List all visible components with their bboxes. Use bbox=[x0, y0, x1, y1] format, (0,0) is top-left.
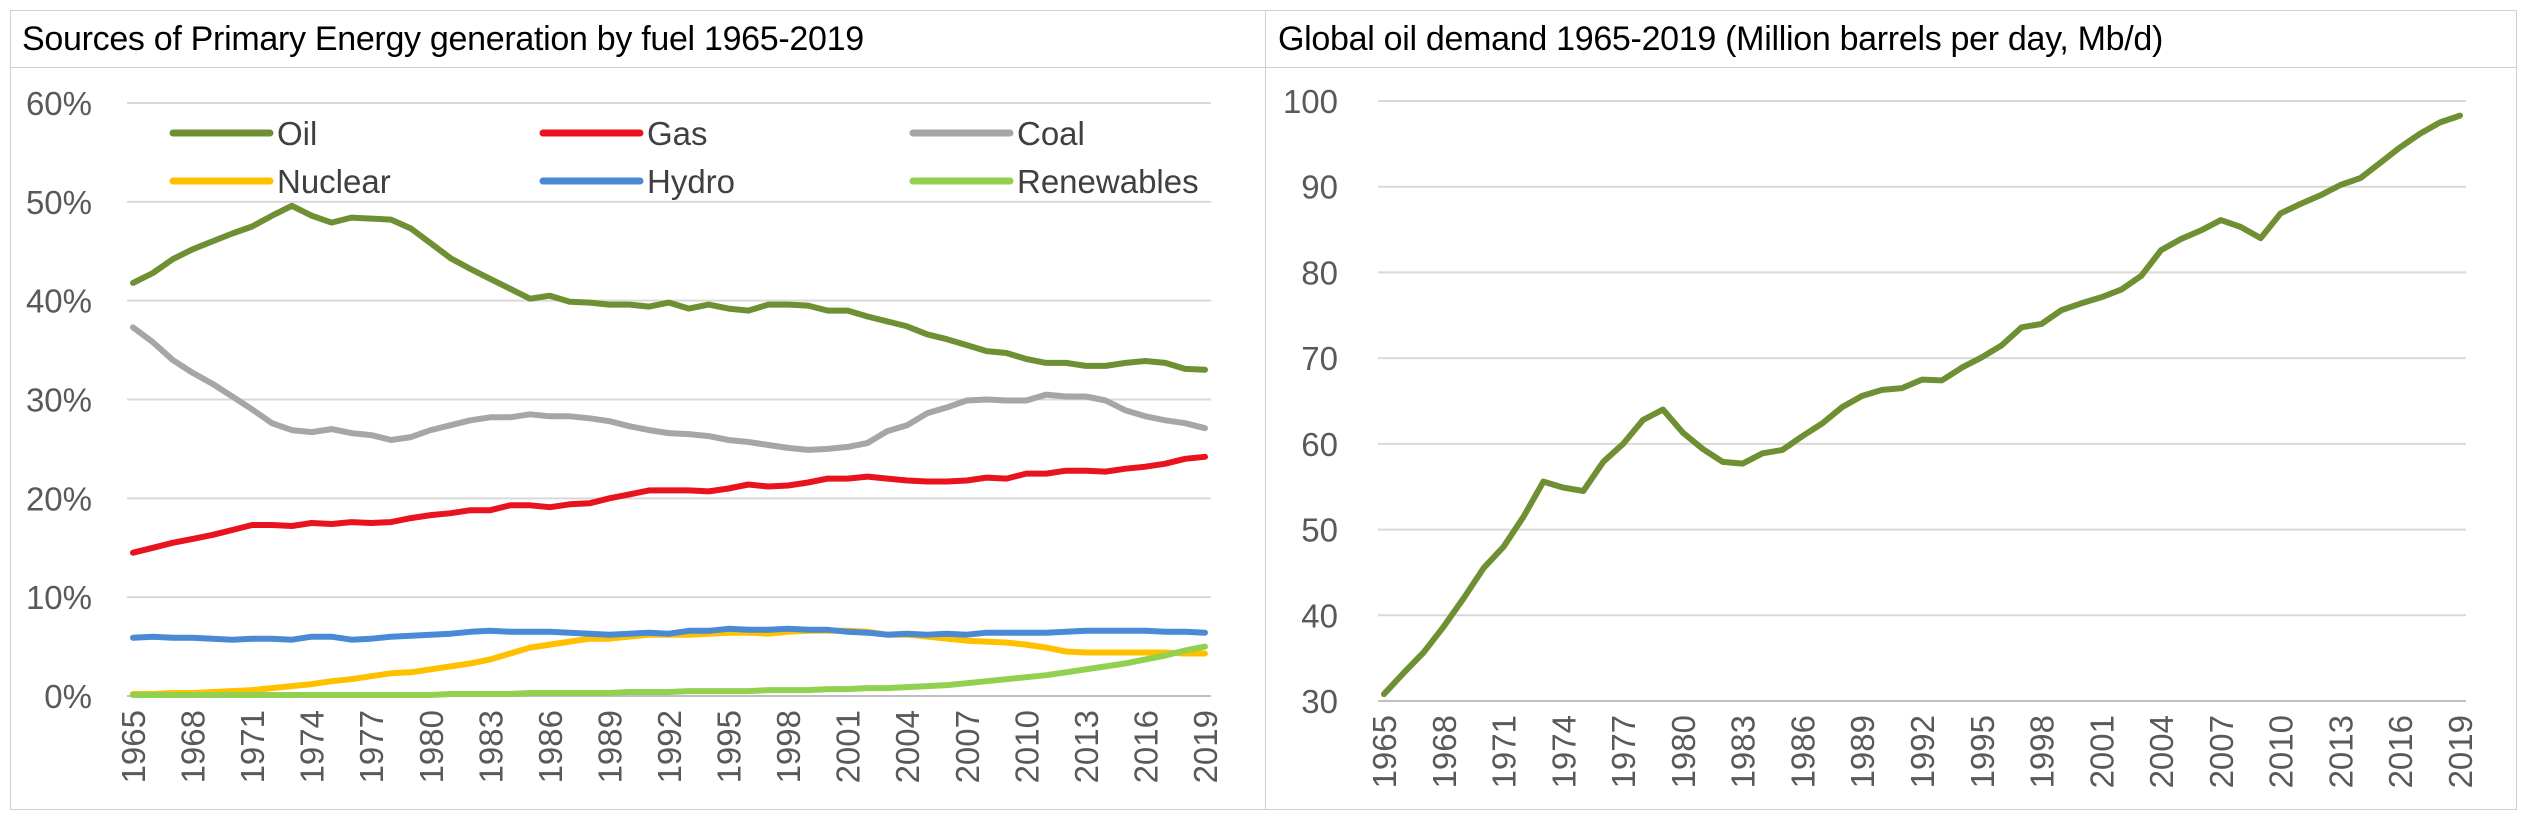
energy-series-coal-line bbox=[130, 324, 1208, 453]
energy-x-tick-label: 1992 bbox=[651, 710, 688, 783]
energy-x-tick-label: 2019 bbox=[1187, 710, 1224, 783]
energy-x-tick-label: 2010 bbox=[1008, 710, 1045, 783]
energy-y-tick-label: 20% bbox=[26, 480, 92, 517]
energy-x-tick-label: 1998 bbox=[770, 710, 807, 783]
oil-demand-y-tick-label: 80 bbox=[1301, 254, 1338, 291]
energy-series-renewables-line bbox=[130, 643, 1208, 698]
right-chart-title: Global oil demand 1965-2019 (Million bar… bbox=[1278, 20, 2164, 58]
legend-label-gas: Gas bbox=[647, 115, 708, 152]
energy-x-tick-label: 1965 bbox=[115, 710, 152, 783]
energy-y-tick-label: 10% bbox=[26, 579, 92, 616]
oil-demand-x-tick-label: 1980 bbox=[1665, 715, 1702, 788]
oil-demand-x-tick-label: 1998 bbox=[2024, 715, 2061, 788]
oil-demand-x-tick-label: 2010 bbox=[2263, 715, 2300, 788]
oil-demand-y-tick-label: 90 bbox=[1301, 169, 1338, 206]
oil-demand-x-tick-label: 1992 bbox=[1904, 715, 1941, 788]
oil-demand-y-tick-label: 30 bbox=[1301, 683, 1338, 720]
oil-demand-x-tick-label: 2013 bbox=[2322, 715, 2359, 788]
oil-demand-x-tick-label: 1968 bbox=[1426, 715, 1463, 788]
energy-x-tick-label: 1989 bbox=[591, 710, 628, 783]
oil-demand-y-tick-label: 100 bbox=[1283, 83, 1338, 120]
oil-demand-x-tick-label: 2004 bbox=[2143, 715, 2180, 788]
oil-demand-x-tick-label: 1977 bbox=[1605, 715, 1642, 788]
energy-x-tick-label: 1983 bbox=[472, 710, 509, 783]
energy-x-tick-label: 2004 bbox=[889, 710, 926, 783]
energy-x-tick-label: 1995 bbox=[711, 710, 748, 783]
oil-demand-series-oil-demand-line bbox=[1381, 112, 2463, 698]
energy-x-tick-label: 2007 bbox=[949, 710, 986, 783]
legend-label-hydro: Hydro bbox=[647, 163, 735, 200]
energy-x-tick-label: 2013 bbox=[1068, 710, 1105, 783]
energy-x-tick-label: 1974 bbox=[294, 710, 331, 783]
oil-demand-x-tick-label: 2001 bbox=[2083, 715, 2120, 788]
panel-divider bbox=[1265, 10, 1266, 810]
energy-y-tick-label: 30% bbox=[26, 382, 92, 419]
energy-x-tick-label: 1986 bbox=[532, 710, 569, 783]
oil-demand-x-tick-label: 1983 bbox=[1725, 715, 1762, 788]
energy-x-tick-label: 2016 bbox=[1127, 710, 1164, 783]
oil-demand-y-tick-label: 50 bbox=[1301, 512, 1338, 549]
energy-series-oil-line bbox=[130, 202, 1208, 373]
oil-demand-x-tick-label: 1974 bbox=[1545, 715, 1582, 788]
oil-demand-x-tick-label: 1995 bbox=[1964, 715, 2001, 788]
energy-series-gas-line bbox=[130, 453, 1208, 556]
energy-y-tick-label: 0% bbox=[44, 678, 92, 715]
chart-frame bbox=[10, 10, 2517, 810]
oil-demand-x-tick-label: 2019 bbox=[2442, 715, 2479, 788]
legend-label-coal: Coal bbox=[1017, 115, 1085, 152]
energy-y-tick-label: 40% bbox=[26, 283, 92, 320]
legend-label-nuclear: Nuclear bbox=[277, 163, 391, 200]
energy-y-tick-label: 60% bbox=[26, 85, 92, 122]
oil-demand-y-tick-label: 60 bbox=[1301, 426, 1338, 463]
legend-label-oil: Oil bbox=[277, 115, 317, 152]
left-chart-title: Sources of Primary Energy generation by … bbox=[22, 20, 864, 58]
oil-demand-x-tick-label: 2007 bbox=[2203, 715, 2240, 788]
oil-demand-x-tick-label: 2016 bbox=[2382, 715, 2419, 788]
oil-demand-x-tick-label: 1971 bbox=[1486, 715, 1523, 788]
oil-demand-x-tick-label: 1989 bbox=[1844, 715, 1881, 788]
energy-x-tick-label: 1971 bbox=[234, 710, 271, 783]
oil-demand-x-tick-label: 1986 bbox=[1784, 715, 1821, 788]
oil-demand-y-tick-label: 40 bbox=[1301, 597, 1338, 634]
oil-demand-y-tick-label: 70 bbox=[1301, 340, 1338, 377]
title-divider bbox=[10, 67, 2517, 68]
energy-x-tick-label: 1968 bbox=[175, 710, 212, 783]
energy-y-tick-label: 50% bbox=[26, 184, 92, 221]
energy-x-tick-label: 1980 bbox=[413, 710, 450, 783]
energy-x-tick-label: 1977 bbox=[353, 710, 390, 783]
energy-x-tick-label: 2001 bbox=[830, 710, 867, 783]
oil-demand-x-tick-label: 1965 bbox=[1366, 715, 1403, 788]
legend-label-renewables: Renewables bbox=[1017, 163, 1199, 200]
energy-series-hydro-line bbox=[130, 625, 1208, 643]
